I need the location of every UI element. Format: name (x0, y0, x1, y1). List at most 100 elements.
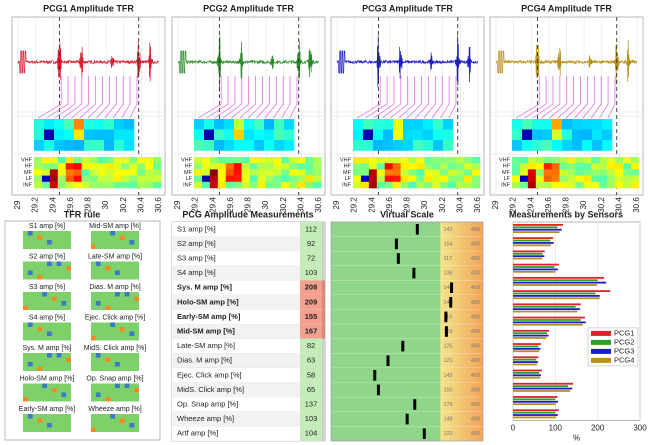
heat-cell (623, 169, 632, 176)
heat-cell (631, 157, 640, 164)
side-cell (322, 251, 325, 266)
rule-cell (37, 235, 43, 240)
rule-cell (56, 353, 62, 358)
heat-cell (607, 175, 616, 183)
heat-cell (94, 119, 105, 130)
heat-cell (305, 181, 314, 189)
connector (440, 76, 450, 119)
heat-cell (440, 169, 449, 176)
threshold-label: 148 (443, 417, 452, 423)
rule-cell (105, 357, 111, 362)
heat-cell (265, 163, 274, 170)
row-value: 104 (305, 429, 318, 438)
heat-cell (121, 175, 130, 183)
connector (239, 76, 256, 119)
sensor-bar (513, 390, 571, 392)
sensor-bar (513, 279, 598, 282)
heat-cell (89, 175, 98, 183)
sensor-bar (513, 305, 576, 308)
rule-cell (129, 423, 135, 428)
value-cell (300, 411, 322, 427)
sensor-bar (513, 310, 578, 313)
heat-cell (384, 175, 393, 183)
heat-cell (204, 129, 215, 141)
row-name: Artf amp [%] (177, 429, 218, 438)
heat-cell (607, 169, 616, 176)
high-zone (440, 236, 483, 252)
x-tick-label: 30.4 (614, 197, 623, 213)
connector (62, 76, 83, 119)
heat-cell (65, 163, 74, 170)
max-label: 400 (471, 256, 480, 262)
rule-cell (115, 270, 120, 275)
x-tick-label: 29.2 (509, 197, 518, 213)
band-label: MF (24, 170, 33, 176)
heat-cell (233, 163, 242, 170)
panel-title: PCG Amplitude Measurements (182, 209, 313, 219)
rule-cell (91, 427, 96, 432)
band-label: VHF (340, 157, 352, 163)
heat-cell (113, 169, 122, 176)
connector (289, 76, 298, 119)
connector (222, 76, 243, 119)
connector (599, 76, 609, 119)
heat-cell (145, 181, 154, 189)
sensor-bar (513, 290, 611, 292)
heat-cell (384, 169, 393, 176)
heat-cell (224, 129, 235, 141)
heat-cell (264, 119, 275, 130)
heat-cell (313, 157, 322, 164)
sensor-bar (513, 228, 562, 231)
heat-cell (519, 163, 529, 170)
heat-cell (567, 163, 576, 170)
heat-cell (44, 129, 55, 141)
rule-cell (42, 383, 47, 388)
heat-cell (559, 181, 568, 189)
heat-cell (615, 169, 624, 176)
connector (79, 76, 96, 119)
sensor-bar (513, 266, 555, 268)
rule-cell (37, 418, 43, 423)
heat-cell (234, 140, 245, 151)
heat-cell (532, 140, 543, 151)
heat-cell (562, 129, 573, 141)
heat-cell (305, 163, 314, 170)
heat-cell (194, 163, 203, 170)
heat-cell (54, 140, 65, 151)
connector (524, 76, 547, 119)
heat-cell (615, 175, 624, 183)
heat-cell (281, 163, 290, 170)
heat-cell (591, 163, 600, 170)
heat-cell (84, 140, 95, 151)
heat-cell (249, 181, 258, 189)
x-tick-label: 30 (579, 200, 588, 209)
x-tick-label: 29.4 (526, 197, 535, 213)
heat-cell (583, 157, 592, 164)
heat-cell (201, 157, 211, 164)
scale-marker (449, 297, 453, 308)
heat-cell (281, 157, 290, 164)
heat-cell (353, 129, 364, 141)
heat-cell (432, 163, 441, 170)
rule-label: MidS. Click amp [%] (84, 345, 147, 352)
heat-cell (599, 163, 608, 170)
row-value: 58 (307, 370, 315, 379)
heat-cell (416, 157, 425, 164)
connector (206, 76, 229, 119)
heat-cell (297, 157, 306, 164)
rule-label: S2 amp [%] (29, 253, 65, 260)
heat-cell (97, 163, 106, 170)
heat-cell (104, 119, 115, 130)
rule-map (23, 292, 71, 310)
heat-cell (73, 163, 82, 170)
threshold-label: 119 (443, 314, 452, 320)
normal-zone (331, 382, 441, 398)
sensor-bar (513, 281, 607, 284)
heat-cell (363, 119, 374, 130)
waveform (17, 41, 159, 82)
row-name: S2 amp [%] (177, 239, 216, 248)
threshold-label: 125 (443, 344, 452, 350)
heat-cell (124, 119, 135, 130)
heat-cell (400, 163, 409, 170)
x-tick-label: 30.4 (136, 197, 145, 213)
